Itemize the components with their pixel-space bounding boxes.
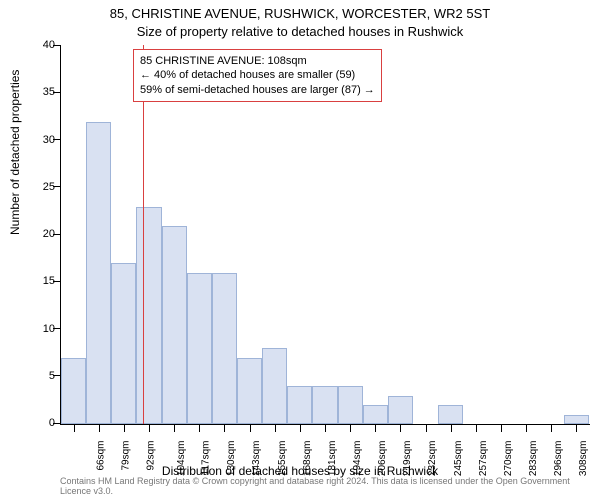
x-tick (551, 424, 552, 432)
x-tick (99, 424, 100, 432)
x-tick (300, 424, 301, 432)
x-tick (174, 424, 175, 432)
plot-area: 051015202530354066sqm79sqm92sqm104sqm117… (60, 45, 590, 425)
y-tick-label: 25 (25, 181, 55, 193)
x-tick (224, 424, 225, 432)
annotation-line1: 85 CHRISTINE AVENUE: 108sqm (140, 54, 375, 68)
annotation-box: 85 CHRISTINE AVENUE: 108sqm ← 40% of det… (133, 49, 382, 102)
y-axis-label: Number of detached properties (8, 70, 22, 235)
histogram-bar (338, 386, 363, 424)
license-text: Contains HM Land Registry data © Crown c… (60, 476, 600, 496)
x-tick (149, 424, 150, 432)
histogram-bar (111, 263, 136, 424)
x-tick (275, 424, 276, 432)
y-tick-label: 30 (25, 134, 55, 146)
x-tick (476, 424, 477, 432)
y-tick-label: 40 (25, 39, 55, 51)
histogram-bar (388, 396, 413, 424)
annotation-line2: ← 40% of detached houses are smaller (59… (140, 68, 375, 82)
x-tick (199, 424, 200, 432)
x-tick (375, 424, 376, 432)
y-tick-label: 5 (25, 370, 55, 382)
x-tick (400, 424, 401, 432)
x-tick (501, 424, 502, 432)
histogram-bar (438, 405, 463, 424)
y-tick-label: 0 (25, 417, 55, 429)
x-tick (576, 424, 577, 432)
y-tick-label: 10 (25, 323, 55, 335)
histogram-bar (237, 358, 262, 424)
x-tick (526, 424, 527, 432)
histogram-bar (136, 207, 161, 424)
y-tick-label: 20 (25, 228, 55, 240)
histogram-bar (86, 122, 111, 424)
histogram-bar (61, 358, 86, 424)
y-tick-label: 15 (25, 275, 55, 287)
x-tick (426, 424, 427, 432)
histogram-bar (287, 386, 312, 424)
chart-title-address: 85, CHRISTINE AVENUE, RUSHWICK, WORCESTE… (0, 6, 600, 21)
x-tick (451, 424, 452, 432)
x-tick (74, 424, 75, 432)
x-tick (250, 424, 251, 432)
histogram-bar (187, 273, 212, 424)
histogram-bar (564, 415, 589, 424)
chart-title-subtitle: Size of property relative to detached ho… (0, 24, 600, 39)
x-tick (124, 424, 125, 432)
histogram-bar (312, 386, 337, 424)
histogram-bar (363, 405, 388, 424)
histogram-bar (162, 226, 187, 424)
annotation-line3: 59% of semi-detached houses are larger (… (140, 83, 375, 97)
histogram-bar (262, 348, 287, 424)
histogram-bar (212, 273, 237, 424)
x-tick (325, 424, 326, 432)
chart-container: 85, CHRISTINE AVENUE, RUSHWICK, WORCESTE… (0, 0, 600, 500)
x-tick (350, 424, 351, 432)
y-tick-label: 35 (25, 86, 55, 98)
